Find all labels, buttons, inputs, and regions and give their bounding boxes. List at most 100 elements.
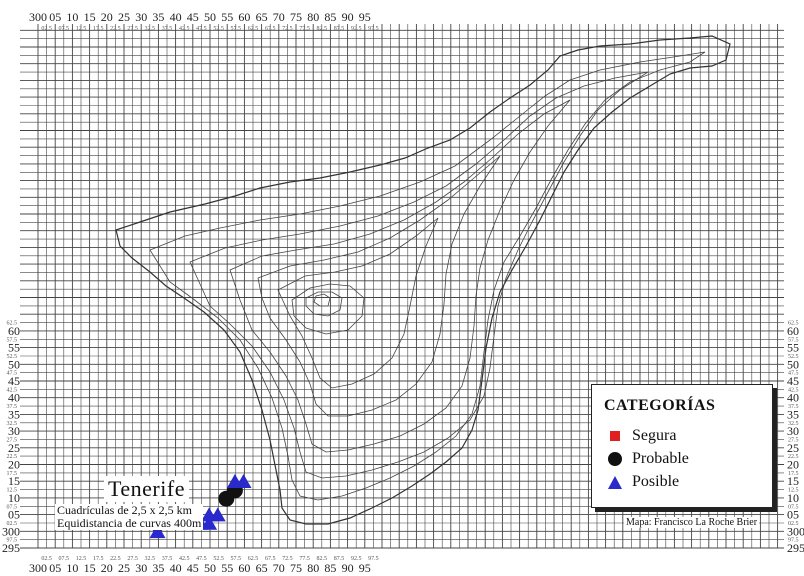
y-axis-left: 60 55 50 45 40 35 30 25 20 15 10 05 300 62.5 57.5 52.5 4… [2, 321, 20, 555]
y-tick-label: 300 [2, 524, 20, 538]
y-tick-label-minor: 22.5 [788, 454, 799, 460]
y-tick-label-minor: 57.5 [7, 337, 18, 343]
x-tick-label: 70 [273, 10, 285, 24]
y-tick-label-minor: 62.5 [788, 321, 799, 327]
x-tick-label: 60 [238, 561, 250, 575]
y-tick-label: 25 [787, 441, 799, 455]
y-tick-label-minor: 32.5 [7, 421, 18, 427]
x-tick-label: 20 [101, 10, 113, 24]
y-tick-label: 60 [787, 324, 799, 338]
legend-item-posible: Posible [608, 473, 679, 491]
y-tick-label: 35 [787, 407, 799, 421]
posible-marker [149, 524, 166, 539]
blue-triangle-icon [608, 475, 622, 489]
x-tick-label: 85 [324, 10, 336, 24]
legend-item-probable: Probable [608, 450, 689, 468]
x-tick-label-minor: 92.5 [351, 556, 362, 562]
x-tick-label-minor: 32.5 [145, 26, 156, 32]
y-tick-label: 60 [8, 324, 20, 338]
x-tick-label-minor: 47.5 [196, 26, 207, 32]
map-notes: Cuadrículas de 2,5 x 2,5 km Equidistanci… [55, 503, 204, 530]
y-tick-label: 30 [787, 424, 799, 438]
x-tick-label-minor: 82.5 [317, 26, 328, 32]
x-tick-label-minor: 47.5 [196, 556, 207, 562]
x-tick-label-minor: 87.5 [334, 556, 345, 562]
x-tick-label-minor: 72.5 [282, 26, 293, 32]
x-tick-label-minor: 57.5 [231, 26, 242, 32]
y-tick-label-minor: 97.5 [788, 538, 799, 544]
y-tick-label-minor: 27.5 [788, 437, 799, 443]
y-axis-right: 60 55 50 45 40 35 30 25 20 15 10 05 300 62.5 57.5 52.5 4… [787, 321, 804, 555]
y-tick-label-minor: 27.5 [7, 437, 18, 443]
island-coastline [115, 35, 731, 525]
y-tick-label-minor: 47.5 [7, 371, 18, 377]
y-tick-label-minor: 02.5 [7, 521, 18, 527]
x-axis-top: 300 05 10 15 20 25 30 35 40 45 50 55 60 65 70 75 80 85 90 9… [29, 10, 379, 32]
x-tick-label: 75 [290, 10, 302, 24]
y-tick-label-minor: 52.5 [7, 354, 18, 360]
y-tick-label-minor: 17.5 [788, 471, 799, 477]
map-credit: Mapa: Francisco La Roche Brier [624, 517, 760, 528]
y-tick-label: 55 [8, 341, 20, 355]
x-tick-label-minor: 82.5 [317, 556, 328, 562]
y-tick-label: 55 [787, 341, 799, 355]
y-tick-label: 45 [787, 374, 799, 388]
x-tick-label: 65 [256, 10, 268, 24]
y-tick-label: 35 [8, 407, 20, 421]
x-tick-label: 10 [66, 561, 78, 575]
y-tick-label: 10 [8, 491, 20, 505]
x-tick-label-minor: 97.5 [368, 556, 379, 562]
x-tick-label-minor: 27.5 [127, 556, 138, 562]
x-tick-label: 45 [187, 561, 199, 575]
y-tick-label: 50 [787, 357, 799, 371]
y-tick-label: 25 [8, 441, 20, 455]
x-tick-label: 30 [135, 10, 147, 24]
x-tick-label: 300 [29, 561, 47, 575]
x-tick-label: 90 [342, 561, 354, 575]
x-tick-label-minor: 07.5 [59, 556, 70, 562]
x-tick-label: 85 [324, 561, 336, 575]
x-tick-label-minor: 57.5 [231, 556, 242, 562]
y-tick-label: 40 [8, 391, 20, 405]
y-tick-label: 20 [787, 458, 799, 472]
y-tick-label-minor: 42.5 [788, 387, 799, 393]
x-tick-label: 35 [152, 10, 164, 24]
y-tick-label-minor: 37.5 [788, 404, 799, 410]
y-tick-label: 40 [787, 391, 799, 405]
x-tick-label-minor: 12.5 [76, 26, 87, 32]
x-tick-label: 95 [359, 10, 371, 24]
y-tick-label-minor: 32.5 [788, 421, 799, 427]
x-tick-label-minor: 62.5 [248, 556, 259, 562]
x-tick-label-minor: 77.5 [299, 26, 310, 32]
x-tick-label: 05 [49, 561, 61, 575]
x-tick-label: 40 [170, 561, 182, 575]
x-tick-label-minor: 22.5 [110, 26, 121, 32]
y-tick-label-minor: 42.5 [7, 387, 18, 393]
posible-marker [235, 474, 252, 488]
x-tick-label: 50 [204, 10, 216, 24]
y-tick-label-minor: 17.5 [7, 471, 18, 477]
legend-title: CATEGORÍAS [604, 397, 716, 414]
x-tick-label: 65 [256, 561, 268, 575]
x-tick-label: 55 [221, 561, 233, 575]
x-tick-label-minor: 62.5 [248, 26, 259, 32]
y-tick-label: 05 [787, 508, 799, 522]
grid-lines [20, 24, 784, 549]
y-tick-label: 300 [787, 524, 804, 538]
y-tick-label-minor: 22.5 [7, 454, 18, 460]
x-tick-label: 30 [135, 561, 147, 575]
x-tick-label-minor: 37.5 [162, 556, 173, 562]
x-tick-label: 80 [307, 10, 319, 24]
y-tick-label: 295 [787, 541, 804, 555]
contour-lines [149, 51, 706, 501]
posible-marker [201, 515, 218, 530]
y-tick-label: 45 [8, 374, 20, 388]
y-tick-label-minor: 62.5 [7, 321, 18, 327]
grid-note-line1: Cuadrículas de 2,5 x 2,5 km [57, 503, 192, 517]
y-tick-label: 05 [8, 508, 20, 522]
x-tick-label-minor: 02.5 [41, 556, 52, 562]
x-tick-label: 25 [118, 561, 130, 575]
x-tick-label: 80 [307, 561, 319, 575]
y-tick-label-minor: 12.5 [7, 488, 18, 494]
x-axis-bottom: 300 05 10 15 20 25 30 35 40 45 50 55 60 65 70 75 80 85 90 9… [29, 556, 379, 575]
